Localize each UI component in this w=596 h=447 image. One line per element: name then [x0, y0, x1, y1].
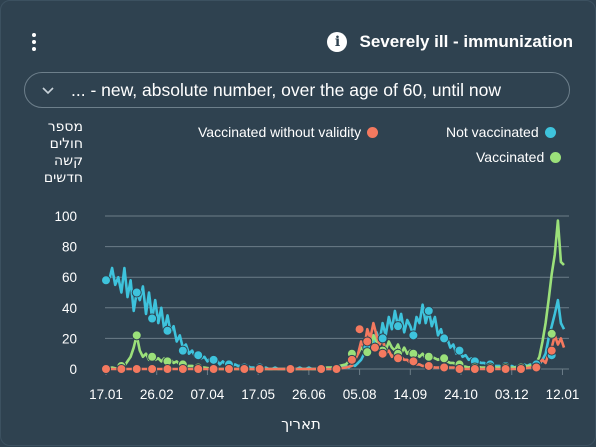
- data-point: [469, 364, 480, 374]
- data-point: [131, 330, 142, 341]
- data-point: [101, 364, 111, 374]
- y-tick-label: 100: [54, 209, 77, 224]
- legend-label: Not vaccinated: [446, 124, 539, 140]
- x-tick-label: 12.01: [546, 387, 580, 402]
- data-point: [162, 325, 173, 336]
- card-header: i Severely ill - immunization: [327, 31, 573, 53]
- filter-dropdown[interactable]: ... - new, absolute number, over the age…: [24, 72, 570, 108]
- data-point: [177, 364, 188, 374]
- data-point: [546, 328, 557, 339]
- data-point: [177, 345, 188, 356]
- data-point: [500, 364, 511, 374]
- legend-label: Vaccinated without validity: [198, 124, 362, 140]
- data-point: [485, 364, 496, 374]
- y-axis-title: מספר חולים קשה חדשים: [29, 119, 83, 187]
- data-point: [439, 333, 450, 344]
- data-point: [193, 364, 204, 374]
- y-tick-label: 0: [69, 362, 77, 377]
- y-tick-label: 80: [62, 240, 77, 255]
- series-line-not-vaccinated: [105, 266, 566, 371]
- data-point: [116, 364, 127, 374]
- dropdown-value: ... - new, absolute number, over the age…: [71, 79, 501, 100]
- data-point: [101, 275, 111, 286]
- x-axis-title: תאריך: [281, 415, 321, 433]
- card-title: Severely ill - immunization: [359, 32, 573, 51]
- data-point: [393, 353, 404, 364]
- data-point: [331, 364, 342, 374]
- data-point: [362, 347, 373, 358]
- x-tick-label: 24.10: [444, 387, 478, 402]
- data-point: [439, 353, 450, 364]
- x-tick-label: 17.05: [241, 387, 275, 402]
- legend-dot: [367, 126, 379, 138]
- legend-dot: [550, 151, 562, 163]
- x-tick-label: 05.08: [343, 387, 377, 402]
- data-point: [531, 362, 542, 373]
- x-tick-label: 14.09: [393, 387, 427, 402]
- y-tick-label: 20: [62, 331, 77, 346]
- x-tick-label: 07.04: [191, 387, 225, 402]
- y-axis-title-line: חולים: [49, 136, 83, 152]
- y-axis-title-line: קשה: [54, 153, 83, 169]
- y-tick-label: 60: [62, 270, 77, 285]
- data-point: [369, 342, 380, 353]
- legend-dot: [544, 126, 556, 138]
- y-axis-title-line: מספר: [47, 119, 83, 135]
- legend-item-without-validity[interactable]: Vaccinated without validity: [198, 124, 379, 140]
- data-point: [423, 351, 434, 362]
- data-point: [439, 362, 450, 373]
- data-point: [254, 364, 265, 374]
- data-point: [162, 364, 173, 374]
- legend-label: Vaccinated: [476, 149, 545, 165]
- data-point: [546, 345, 557, 356]
- data-point: [393, 321, 404, 332]
- data-point: [208, 354, 219, 365]
- data-point: [193, 350, 204, 361]
- data-point: [147, 351, 158, 362]
- data-point: [208, 364, 219, 374]
- data-point: [423, 305, 434, 316]
- legend-item-not-vaccinated[interactable]: Not vaccinated: [446, 124, 556, 140]
- data-point: [285, 364, 296, 374]
- data-point: [147, 364, 158, 374]
- x-tick-label: 17.01: [89, 387, 123, 402]
- series-line-vaccinated: [105, 219, 565, 371]
- data-point: [147, 313, 158, 324]
- data-point: [346, 354, 357, 365]
- data-point: [354, 324, 365, 335]
- x-tick-label: 03.12: [495, 387, 529, 402]
- data-point: [239, 364, 250, 374]
- data-point: [408, 356, 419, 367]
- info-icon[interactable]: i: [327, 32, 348, 52]
- data-point: [515, 364, 526, 374]
- legend-item-vaccinated[interactable]: Vaccinated: [476, 149, 562, 165]
- data-point: [408, 330, 419, 341]
- x-tick-label: 26.02: [140, 387, 174, 402]
- kebab-menu-icon[interactable]: [23, 31, 45, 53]
- x-tick-label: 26.06: [292, 387, 326, 402]
- data-point: [377, 348, 388, 359]
- data-point: [131, 287, 142, 298]
- data-point: [377, 333, 388, 344]
- data-point: [454, 345, 465, 356]
- data-point: [131, 364, 142, 374]
- y-tick-label: 40: [62, 301, 77, 316]
- y-axis-title-line: חדשים: [43, 170, 83, 186]
- data-point: [362, 336, 373, 347]
- data-point: [454, 364, 465, 374]
- data-point: [423, 360, 434, 371]
- chevron-down-icon: [42, 87, 54, 95]
- data-point: [223, 364, 234, 374]
- data-point: [316, 364, 327, 374]
